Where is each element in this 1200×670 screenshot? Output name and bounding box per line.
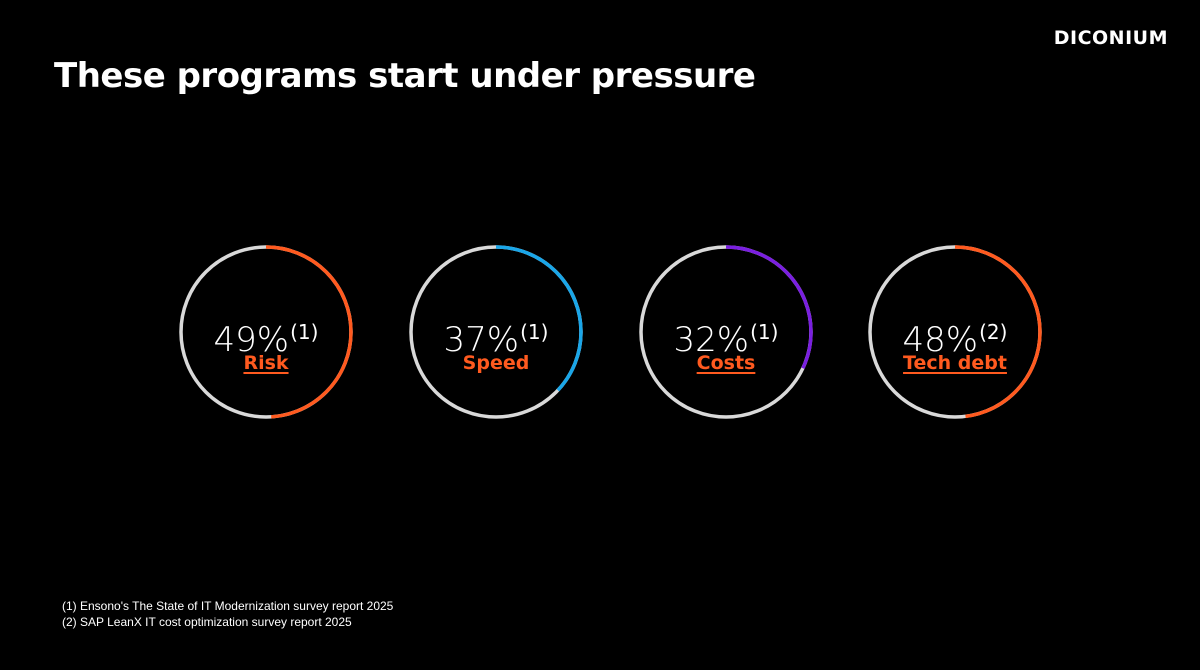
ring-arc — [179, 245, 353, 419]
stat-text: 37%(1) Speed — [408, 312, 584, 374]
stat-risk: 49%(1) Risk — [178, 244, 354, 420]
stat-footnote-ref: (1) — [290, 320, 319, 344]
stats-row: 49%(1) Risk 37%(1) Speed 32%(1) Costs — [0, 244, 1200, 420]
stat-value: 37% — [443, 320, 520, 360]
stat-costs: 32%(1) Costs — [638, 244, 814, 420]
stat-tech-debt: 48%(2) Tech debt — [867, 244, 1043, 420]
stat-footnote-ref: (1) — [750, 320, 779, 344]
stat-label: Tech debt — [903, 352, 1007, 374]
progress-ring — [179, 245, 353, 419]
ring-arc — [639, 245, 813, 419]
stat-label: Speed — [462, 352, 530, 374]
progress-ring — [868, 245, 1042, 419]
stat-footnote-ref: (2) — [979, 320, 1008, 344]
stat-text: 49%(1) Risk — [178, 312, 354, 374]
stat-speed: 37%(1) Speed — [408, 244, 584, 420]
stat-value: 32% — [673, 320, 750, 360]
page-title: These programs start under pressure — [54, 56, 756, 96]
progress-ring — [409, 245, 583, 419]
stat-label: Risk — [243, 352, 289, 374]
stat-value-line: 49%(1) — [178, 312, 354, 360]
stat-value-line: 48%(2) — [867, 312, 1043, 360]
stat-text: 32%(1) Costs — [638, 312, 814, 374]
ring-arc — [409, 245, 583, 419]
ring-arc — [868, 245, 1042, 419]
stat-label: Costs — [696, 352, 756, 374]
stat-value: 48% — [902, 320, 979, 360]
stat-value-line: 32%(1) — [638, 312, 814, 360]
footnote-2: (2) SAP LeanX IT cost optimization surve… — [62, 615, 352, 629]
brand-logo: DICONIUM — [1053, 27, 1168, 49]
stat-text: 48%(2) Tech debt — [867, 312, 1043, 374]
stat-footnote-ref: (1) — [520, 320, 549, 344]
stat-value-line: 37%(1) — [408, 312, 584, 360]
progress-ring — [639, 245, 813, 419]
footnote-1: (1) Ensono's The State of IT Modernizati… — [62, 599, 394, 613]
footnotes: (1) Ensono's The State of IT Modernizati… — [62, 598, 393, 630]
stat-value: 49% — [213, 320, 290, 360]
